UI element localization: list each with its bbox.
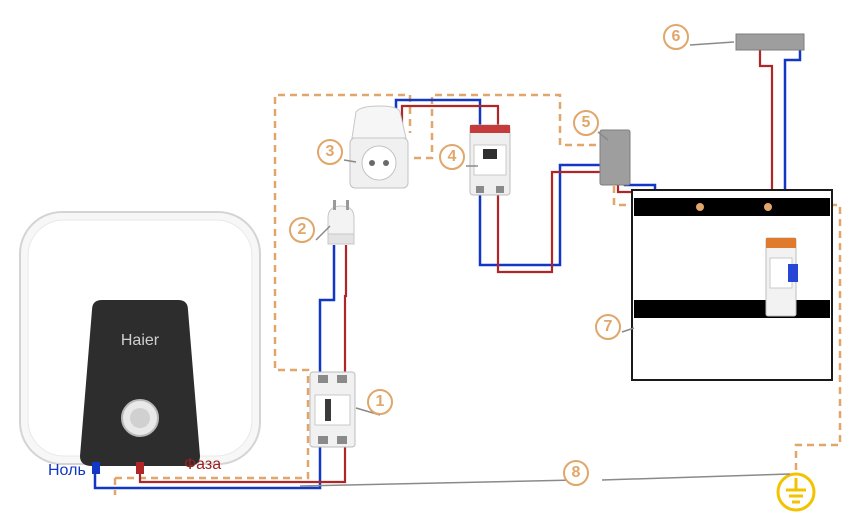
- marker-5: 5: [573, 110, 599, 136]
- terminal-block-6: [736, 34, 804, 50]
- label-null: Ноль: [48, 462, 86, 480]
- brand-text: Haier: [121, 332, 160, 349]
- panel-breaker: [766, 238, 798, 316]
- water-heater: Haier: [20, 212, 260, 474]
- junction-box-5: [600, 130, 630, 185]
- wiring-canvas: Haier: [0, 0, 850, 530]
- distribution-panel: [632, 190, 832, 380]
- marker-3: 3: [317, 139, 343, 165]
- label-phase: Фаза: [184, 456, 221, 474]
- ground-symbol: [778, 474, 814, 510]
- marker-6: 6: [663, 24, 689, 50]
- circuit-breaker-4: [470, 125, 510, 195]
- rcd-device: [310, 372, 355, 447]
- marker-7: 7: [595, 314, 621, 340]
- marker-4: 4: [439, 144, 465, 170]
- marker-2: 2: [289, 217, 315, 243]
- wall-socket: [350, 106, 408, 188]
- marker-8: 8: [563, 460, 589, 486]
- marker-1: 1: [367, 389, 393, 415]
- power-plug: [328, 200, 354, 244]
